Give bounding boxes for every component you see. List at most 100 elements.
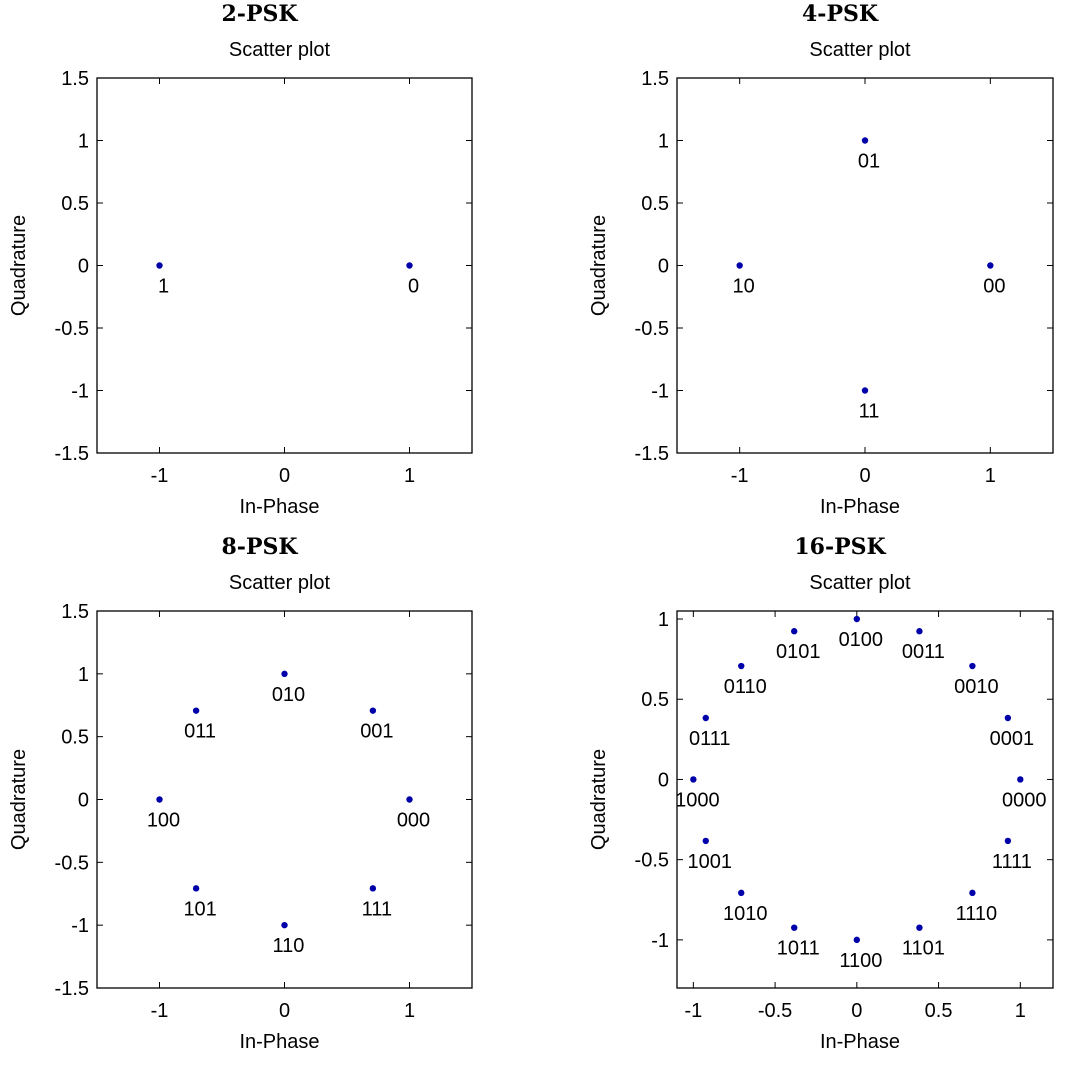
x-tick-label: 0 bbox=[279, 1000, 290, 1022]
chart-subtitle: Scatter plot bbox=[229, 39, 331, 61]
y-tick-label: -1.5 bbox=[55, 978, 89, 1000]
constellation-point bbox=[1004, 714, 1012, 722]
constellation-point-label: 1100 bbox=[839, 950, 882, 972]
constellation-point-label: 010 bbox=[272, 684, 305, 706]
x-axis-label: In-Phase bbox=[820, 1031, 900, 1053]
x-tick-label: -1 bbox=[151, 465, 169, 487]
y-tick-label: -0.5 bbox=[55, 318, 89, 340]
constellation-point-label: 10 bbox=[733, 276, 755, 298]
constellation-point bbox=[702, 714, 709, 722]
constellation-point-label: 0 bbox=[408, 276, 419, 298]
y-tick-label: 1 bbox=[658, 609, 669, 631]
y-tick-label: -1.5 bbox=[635, 443, 669, 465]
constellation-point bbox=[916, 924, 923, 931]
constellation-point-label: 0011 bbox=[902, 641, 945, 663]
y-axis-label: Quadrature bbox=[8, 749, 30, 850]
constellation-point bbox=[406, 796, 413, 803]
constellation-point bbox=[738, 662, 745, 670]
x-tick-label: 1 bbox=[1015, 1000, 1026, 1022]
y-tick-label: 0 bbox=[658, 256, 669, 278]
constellation-point-label: 1010 bbox=[723, 903, 768, 925]
constellation-point bbox=[987, 262, 994, 269]
constellation-point-label: 001 bbox=[360, 721, 393, 743]
subplot-1: 2-PSK Scatter plot -1 0 1 1.5 1 0.5 0 -0.5 -1 -1.5 I… bbox=[8, 1, 473, 518]
x-tick-label: -1 bbox=[151, 1000, 169, 1022]
x-tick-label: -1 bbox=[684, 1000, 702, 1022]
y-tick-label: 1 bbox=[78, 131, 89, 153]
x-axis-label: In-Phase bbox=[239, 1031, 319, 1053]
constellation-point bbox=[853, 615, 861, 623]
constellation-point bbox=[853, 936, 861, 944]
x-tick-label: 1 bbox=[404, 465, 415, 487]
subplot-4: 16-PSK Scatter plot -1 -0.5 0 0.5 1 1 0.5 0 -0.5 -1… bbox=[588, 534, 1054, 1053]
constellation-point-label: 1110 bbox=[956, 903, 998, 925]
y-tick-label: 0.5 bbox=[641, 193, 669, 215]
x-tick-label: 0 bbox=[851, 1000, 862, 1022]
chart-title: 2-PSK bbox=[222, 1, 299, 27]
constellation-point-label: 1001 bbox=[688, 851, 733, 873]
constellation-point bbox=[406, 262, 413, 269]
y-axis-label: Quadrature bbox=[588, 749, 610, 850]
y-tick-label: -0.5 bbox=[55, 852, 89, 874]
constellation-point-label: 000 bbox=[397, 810, 430, 832]
constellation-point bbox=[969, 662, 976, 670]
y-tick-label: 0.5 bbox=[61, 727, 89, 749]
constellation-point bbox=[369, 885, 377, 892]
constellation-point bbox=[192, 885, 200, 892]
y-tick-label: 1.5 bbox=[61, 601, 89, 623]
y-axis-label: Quadrature bbox=[8, 215, 30, 316]
x-tick-label: 0 bbox=[279, 465, 290, 487]
constellation-point-label: 1011 bbox=[777, 938, 820, 960]
chart-title: 8-PSK bbox=[222, 534, 299, 560]
subplot-3: 8-PSK Scatter plot -1 0 1 1.5 1 0.5 0 -0.5 -1 -1.5 I… bbox=[8, 534, 473, 1053]
constellation-point-label: 0000 bbox=[1002, 789, 1047, 811]
constellation-point bbox=[156, 796, 163, 803]
y-tick-label: -1 bbox=[651, 930, 669, 952]
constellation-point bbox=[1017, 776, 1024, 783]
y-tick-label: -0.5 bbox=[635, 318, 669, 340]
constellation-point bbox=[156, 262, 163, 269]
y-tick-label: 1.5 bbox=[641, 68, 669, 90]
plot-frame bbox=[96, 610, 473, 989]
constellation-point-label: 11 bbox=[859, 401, 880, 423]
constellation-point bbox=[791, 628, 798, 635]
chart-title: 4-PSK bbox=[802, 1, 879, 27]
y-tick-label: -1 bbox=[71, 381, 89, 403]
constellation-point bbox=[281, 670, 288, 678]
x-tick-label: 1 bbox=[404, 1000, 415, 1022]
plot-frame bbox=[676, 610, 1054, 989]
constellation-point bbox=[702, 837, 709, 845]
constellation-point-label: 1111 bbox=[992, 851, 1032, 873]
x-axis-label: In-Phase bbox=[820, 496, 900, 518]
x-tick-label: 0.5 bbox=[925, 1000, 953, 1022]
y-tick-label: 0 bbox=[78, 256, 89, 278]
y-tick-label: -1.5 bbox=[55, 443, 89, 465]
plot-frame bbox=[96, 77, 473, 454]
constellation-point-label: 00 bbox=[983, 276, 1005, 298]
constellation-point-label: 0010 bbox=[954, 676, 999, 698]
constellation-point-label: 0110 bbox=[724, 676, 767, 698]
constellation-point bbox=[192, 707, 200, 714]
constellation-point bbox=[738, 889, 745, 897]
constellation-point bbox=[369, 707, 377, 714]
constellation-point-label: 110 bbox=[273, 935, 305, 957]
x-tick-label: 1 bbox=[985, 465, 996, 487]
constellation-point bbox=[791, 924, 798, 931]
y-tick-label: 0.5 bbox=[61, 193, 89, 215]
y-tick-label: 1 bbox=[658, 131, 669, 153]
y-tick-label: -1 bbox=[71, 915, 89, 937]
y-axis-label: Quadrature bbox=[588, 215, 610, 316]
constellation-point bbox=[916, 628, 923, 635]
chart-subtitle: Scatter plot bbox=[809, 572, 911, 594]
x-axis-label: In-Phase bbox=[239, 496, 319, 518]
constellation-point-label: 0111 bbox=[689, 728, 731, 750]
constellation-point-label: 011 bbox=[184, 721, 216, 743]
y-tick-label: 0 bbox=[658, 769, 669, 791]
chart-title: 16-PSK bbox=[794, 534, 886, 560]
constellation-point bbox=[1004, 837, 1012, 845]
chart-subtitle: Scatter plot bbox=[809, 39, 911, 61]
x-tick-label: 0 bbox=[859, 465, 870, 487]
chart-subtitle: Scatter plot bbox=[229, 572, 331, 594]
